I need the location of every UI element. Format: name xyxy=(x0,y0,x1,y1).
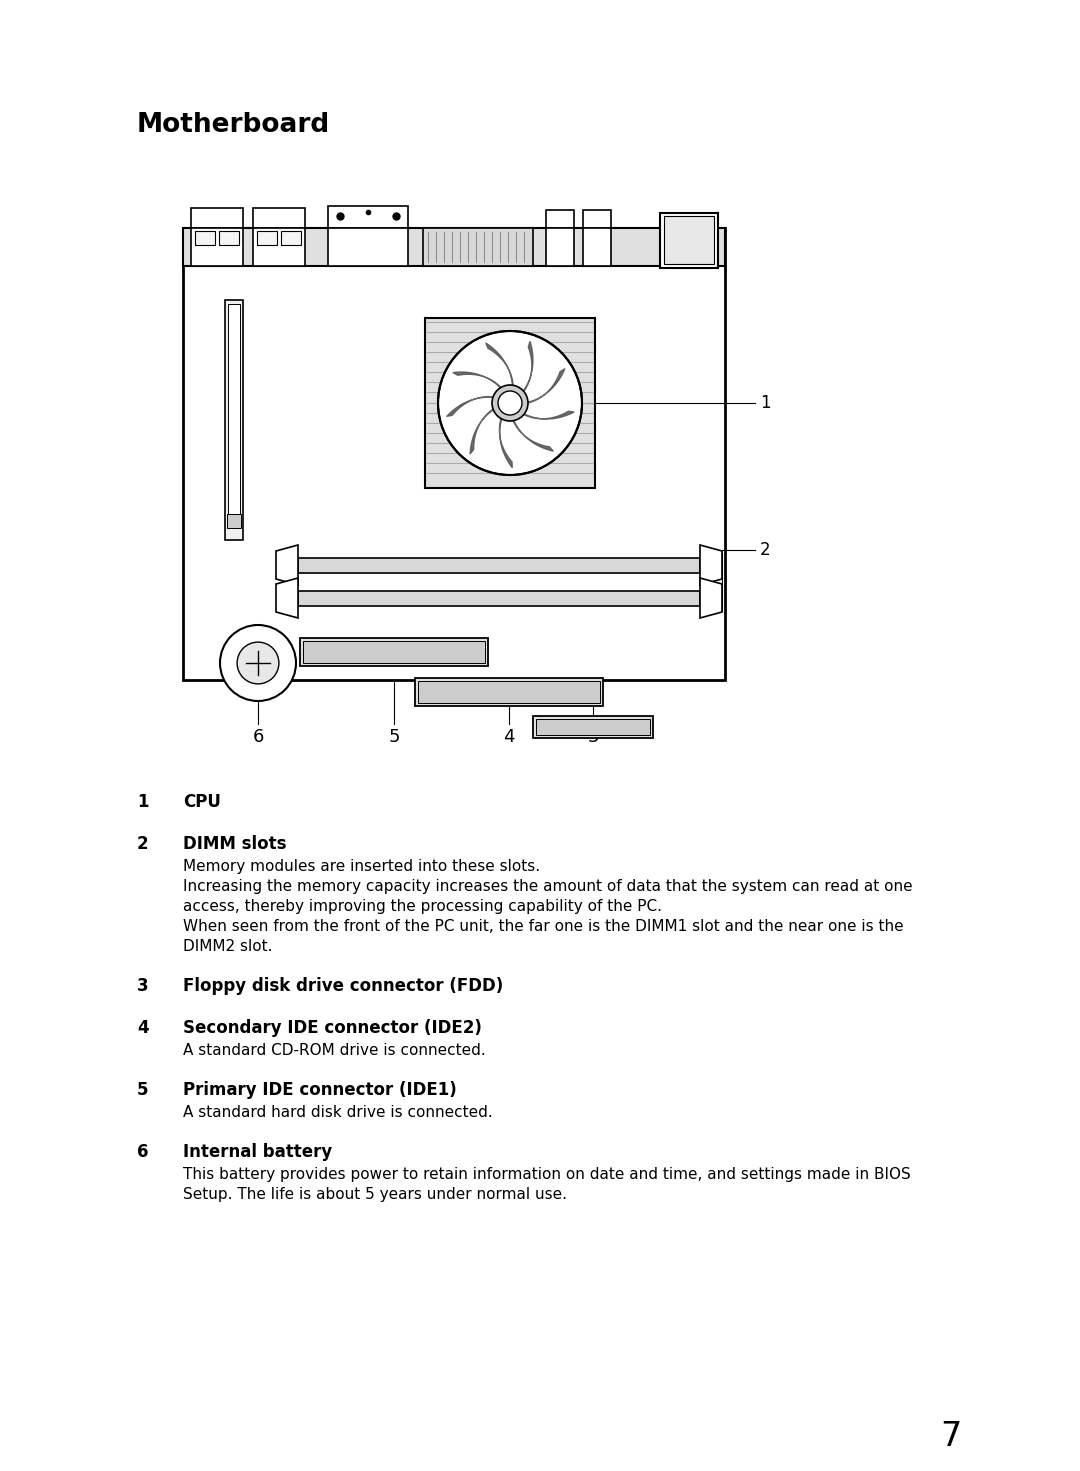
Bar xyxy=(664,216,714,263)
Polygon shape xyxy=(470,407,497,455)
Text: access, thereby improving the processing capability of the PC.: access, thereby improving the processing… xyxy=(183,899,662,913)
Circle shape xyxy=(238,643,279,684)
Circle shape xyxy=(498,391,522,415)
Text: Memory modules are inserted into these slots.: Memory modules are inserted into these s… xyxy=(183,859,540,874)
Text: 4: 4 xyxy=(503,728,515,746)
Bar xyxy=(191,228,243,266)
Polygon shape xyxy=(486,343,513,390)
Bar xyxy=(219,231,239,246)
Circle shape xyxy=(220,625,296,702)
Text: Motherboard: Motherboard xyxy=(137,112,330,138)
Bar xyxy=(257,231,276,246)
Text: 2: 2 xyxy=(137,836,149,853)
Bar xyxy=(298,591,700,606)
Text: 5: 5 xyxy=(388,728,400,746)
Bar xyxy=(281,231,301,246)
Text: When seen from the front of the PC unit, the far one is the DIMM1 slot and the n: When seen from the front of the PC unit,… xyxy=(183,919,904,934)
Polygon shape xyxy=(276,578,298,618)
Bar xyxy=(546,210,573,228)
Circle shape xyxy=(438,331,582,475)
Text: 4: 4 xyxy=(137,1019,149,1037)
Text: DIMM2 slot.: DIMM2 slot. xyxy=(183,938,272,955)
Polygon shape xyxy=(447,397,497,416)
Bar xyxy=(300,638,488,666)
Bar xyxy=(534,716,653,738)
Bar xyxy=(660,213,718,268)
Polygon shape xyxy=(700,544,723,585)
Bar xyxy=(253,228,305,266)
Bar xyxy=(298,558,700,574)
Bar xyxy=(195,231,215,246)
Text: 5: 5 xyxy=(137,1081,149,1099)
Bar xyxy=(418,681,600,703)
Bar xyxy=(183,228,725,680)
Text: A standard CD-ROM drive is connected.: A standard CD-ROM drive is connected. xyxy=(183,1043,486,1058)
Text: DIMM slots: DIMM slots xyxy=(183,836,286,853)
Bar xyxy=(583,228,611,266)
Polygon shape xyxy=(700,578,723,618)
Bar xyxy=(191,207,243,228)
Polygon shape xyxy=(499,415,512,468)
Polygon shape xyxy=(521,412,575,419)
Bar xyxy=(303,641,485,663)
Bar xyxy=(253,207,305,228)
Text: 1: 1 xyxy=(760,394,771,412)
Bar xyxy=(328,206,408,228)
Text: 1: 1 xyxy=(137,793,149,811)
Text: 7: 7 xyxy=(940,1420,961,1453)
Text: Primary IDE connector (IDE1): Primary IDE connector (IDE1) xyxy=(183,1081,457,1099)
Text: A standard hard disk drive is connected.: A standard hard disk drive is connected. xyxy=(183,1105,492,1119)
Text: 3: 3 xyxy=(137,977,149,994)
Text: Internal battery: Internal battery xyxy=(183,1143,333,1161)
Bar xyxy=(583,210,611,228)
Text: Increasing the memory capacity increases the amount of data that the system can : Increasing the memory capacity increases… xyxy=(183,880,913,894)
Polygon shape xyxy=(453,372,503,391)
Text: 6: 6 xyxy=(137,1143,149,1161)
Bar xyxy=(546,228,573,266)
Text: This battery provides power to retain information on date and time, and settings: This battery provides power to retain in… xyxy=(183,1167,910,1183)
Text: Setup. The life is about 5 years under normal use.: Setup. The life is about 5 years under n… xyxy=(183,1187,567,1202)
Bar xyxy=(426,318,595,488)
Bar xyxy=(536,719,650,736)
Text: Secondary IDE connector (IDE2): Secondary IDE connector (IDE2) xyxy=(183,1019,482,1037)
Text: Floppy disk drive connector (FDD): Floppy disk drive connector (FDD) xyxy=(183,977,503,994)
Bar xyxy=(183,228,725,266)
Circle shape xyxy=(492,385,528,421)
Bar xyxy=(423,228,534,266)
Text: 3: 3 xyxy=(588,728,598,746)
Polygon shape xyxy=(521,341,532,394)
Text: CPU: CPU xyxy=(183,793,221,811)
Bar xyxy=(328,228,408,266)
Bar xyxy=(228,304,240,513)
Bar xyxy=(227,513,241,528)
Text: 2: 2 xyxy=(760,541,771,559)
Polygon shape xyxy=(276,544,298,585)
Polygon shape xyxy=(512,416,553,452)
Bar xyxy=(225,300,243,540)
Text: 6: 6 xyxy=(253,728,264,746)
Bar xyxy=(415,678,603,706)
Polygon shape xyxy=(524,369,565,403)
